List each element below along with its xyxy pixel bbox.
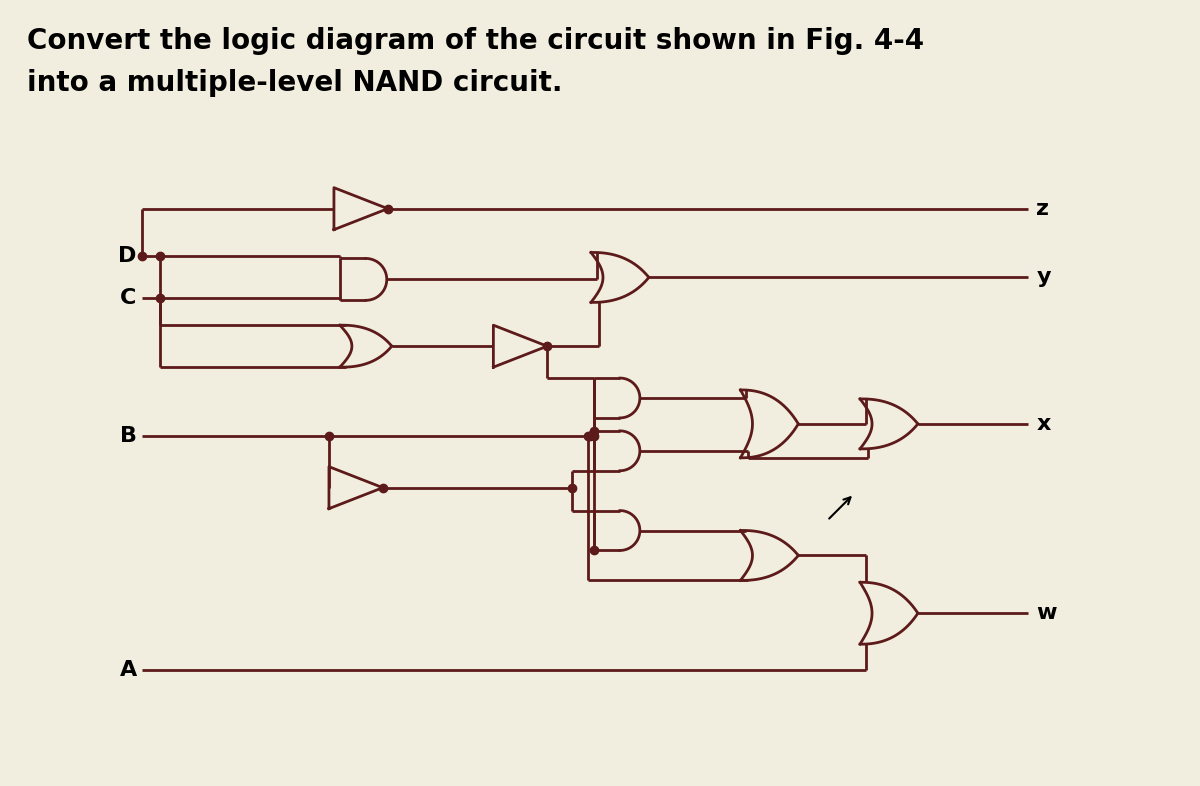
Text: x: x bbox=[1037, 414, 1051, 434]
Text: into a multiple-level NAND circuit.: into a multiple-level NAND circuit. bbox=[28, 69, 563, 97]
Text: z: z bbox=[1037, 199, 1050, 219]
Text: D: D bbox=[119, 247, 137, 266]
Text: Convert the logic diagram of the circuit shown in Fig. 4-4: Convert the logic diagram of the circuit… bbox=[28, 28, 924, 55]
Text: C: C bbox=[120, 288, 137, 308]
Text: y: y bbox=[1037, 267, 1051, 288]
Text: B: B bbox=[120, 426, 137, 446]
Text: w: w bbox=[1037, 603, 1057, 623]
Text: A: A bbox=[119, 660, 137, 680]
